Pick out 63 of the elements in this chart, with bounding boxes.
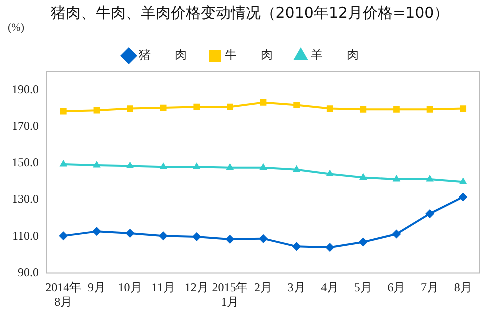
x-tick-label: 5月 <box>354 280 372 295</box>
point <box>459 178 468 184</box>
point <box>392 175 401 182</box>
point <box>294 102 300 108</box>
point <box>59 232 68 241</box>
x-tick-label: 10月 <box>118 280 142 295</box>
x-tick-label: 4月 <box>321 280 340 295</box>
x-tick-label: 2015年 1月 <box>212 280 248 309</box>
x-tick-label: 12月 <box>184 280 209 295</box>
x-tick-label: 3月 <box>288 280 306 295</box>
chart-title: 猪肉、牛肉、羊肉价格变动情况（2010年12月价格=100） <box>50 4 450 23</box>
x-tick-label: 6月 <box>388 280 406 295</box>
x-tick-label: 8月 <box>454 280 472 295</box>
point <box>126 229 135 238</box>
y-tick-label: 170.0 <box>12 119 39 134</box>
point <box>460 106 467 112</box>
point <box>392 230 402 239</box>
x-tick-label: 2014年 8月 <box>46 280 82 309</box>
point <box>127 106 134 112</box>
y-tick-label: 130.0 <box>12 192 39 206</box>
point <box>227 104 234 110</box>
point <box>160 104 167 112</box>
point <box>394 106 400 113</box>
point <box>458 192 468 202</box>
point <box>60 160 68 167</box>
point <box>326 106 334 112</box>
legend-label: 羊 肉 <box>311 48 359 62</box>
point <box>260 163 268 170</box>
point <box>226 163 234 170</box>
point <box>94 107 100 114</box>
point <box>159 232 168 241</box>
point <box>259 234 268 244</box>
point <box>360 106 367 113</box>
y-tick-label: 110.0 <box>12 228 39 243</box>
legend-label: 猪 肉 <box>139 48 187 62</box>
point <box>426 106 434 113</box>
y-tick-label: 90.0 <box>18 265 39 280</box>
point <box>358 238 368 247</box>
point <box>326 170 334 176</box>
y-tick-label: 190.0 <box>12 82 39 96</box>
point <box>226 235 235 244</box>
legend-label: 牛 肉 <box>225 48 273 62</box>
point <box>192 232 202 242</box>
point <box>260 100 267 106</box>
x-tick-label: 7月 <box>421 280 440 295</box>
x-tick-label: 11月 <box>152 280 176 295</box>
point <box>292 242 302 252</box>
point <box>192 162 201 170</box>
point <box>60 108 67 115</box>
point <box>426 175 434 182</box>
x-tick-label: 2月 <box>254 280 272 295</box>
y-tick-label: 150.0 <box>12 156 39 170</box>
point <box>426 209 435 218</box>
point <box>194 104 200 110</box>
point <box>92 227 102 236</box>
point <box>326 243 335 252</box>
point <box>93 160 101 168</box>
y-axis-title: (%) <box>8 22 24 34</box>
point <box>292 165 301 172</box>
point <box>360 173 368 180</box>
x-tick-label: 9月 <box>88 280 106 295</box>
point <box>126 162 134 168</box>
point <box>160 162 168 170</box>
